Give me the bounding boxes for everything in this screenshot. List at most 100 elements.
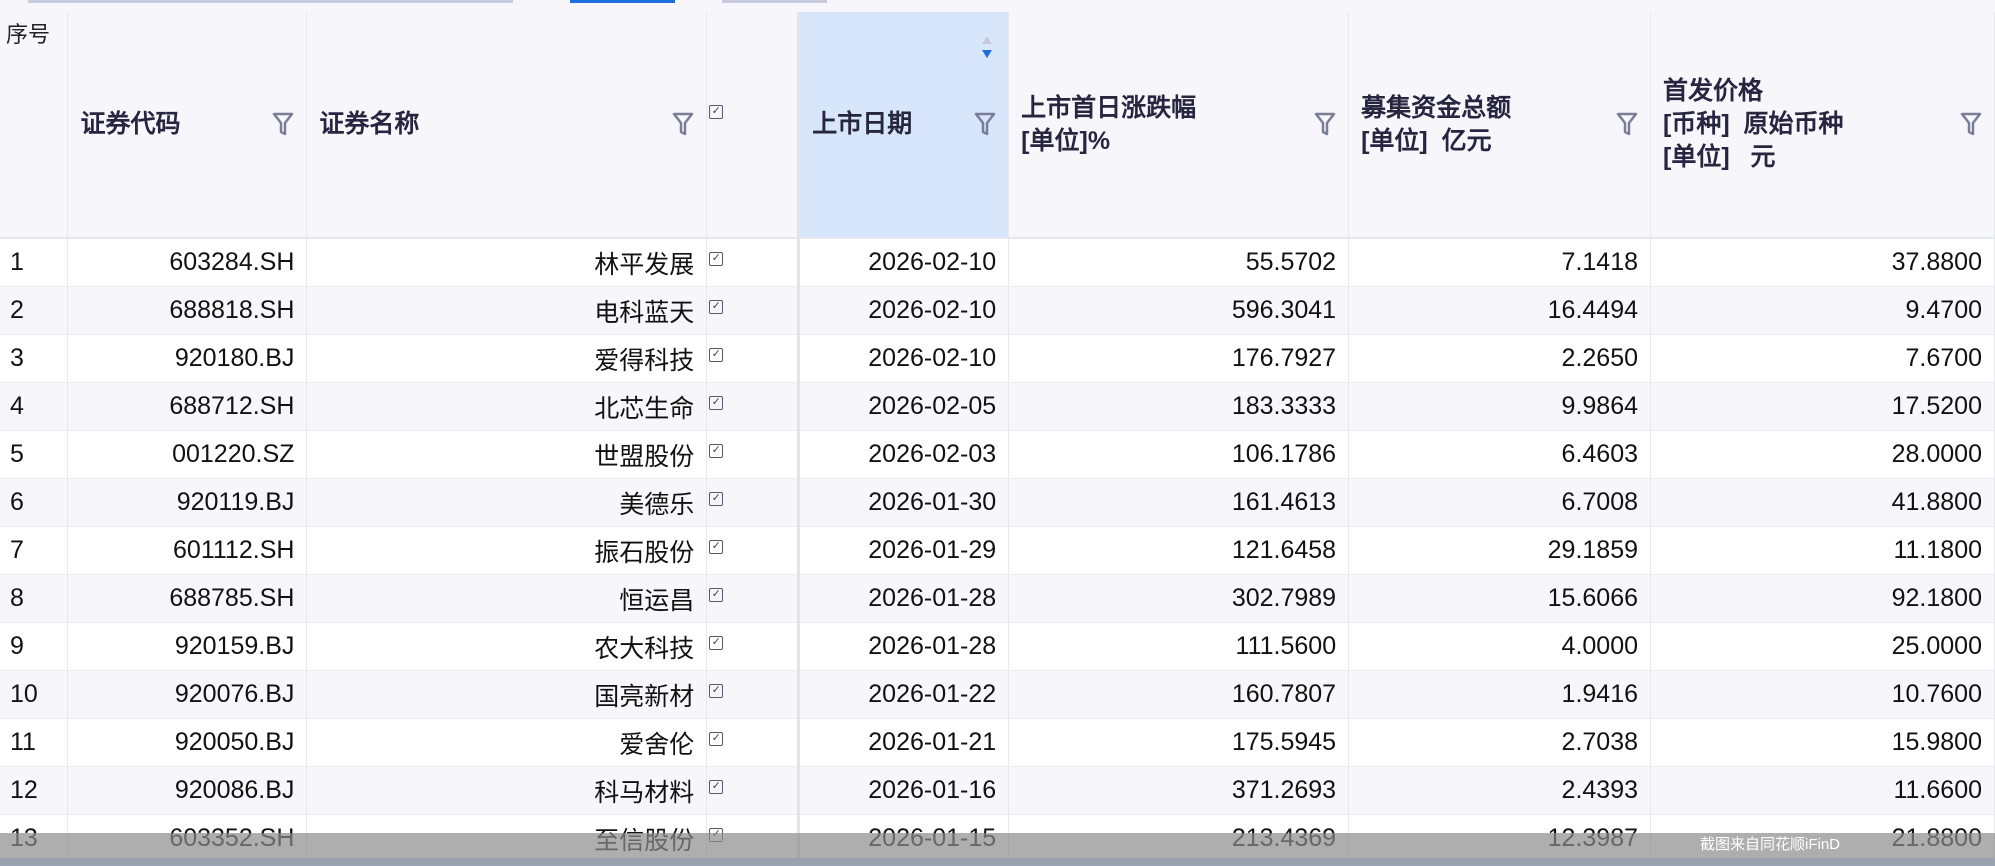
cell-first-day-change: 176.7927 — [1008, 334, 1350, 383]
checkbox-icon[interactable]: ✓ — [709, 300, 724, 314]
header-select[interactable]: ✓ — [706, 12, 800, 239]
table-row[interactable]: 5 001220.SZ 世盟股份 ✓ 2026-02-03 106.1786 6.4603 2… — [0, 430, 1995, 479]
cell-select[interactable]: ✓ — [706, 574, 800, 623]
cell-raised-funds: 1.9416 — [1348, 670, 1652, 719]
table-row[interactable]: 10 920076.BJ 国亮新材 ✓ 2026-01-22 160.7807 1.9416… — [0, 670, 1995, 719]
table-row[interactable]: 6 920119.BJ 美德乐 ✓ 2026-01-30 161.4613 6.7008 41… — [0, 478, 1995, 527]
cell-select[interactable]: ✓ — [706, 526, 800, 575]
checkbox-icon[interactable]: ✓ — [709, 636, 724, 650]
toolbar-tab[interactable] — [28, 0, 513, 3]
cell-select[interactable]: ✓ — [706, 382, 800, 431]
cell-select[interactable]: ✓ — [706, 430, 800, 479]
cell-code: 601112.SH — [67, 526, 308, 575]
checkbox-icon[interactable]: ✓ — [709, 540, 724, 554]
cell-ipo-price: 7.6700 — [1650, 334, 1995, 383]
cell-date: 2026-02-05 — [797, 382, 1010, 431]
cell-select[interactable]: ✓ — [706, 478, 800, 527]
sort-descending-icon[interactable] — [980, 34, 994, 62]
cell-index: 10 — [0, 670, 69, 719]
checkbox-icon[interactable]: ✓ — [709, 252, 724, 266]
cell-select[interactable]: ✓ — [706, 286, 800, 335]
checkbox-icon[interactable]: ✓ — [709, 684, 724, 698]
cell-first-day-change: 175.5945 — [1008, 718, 1350, 767]
cell-date: 2026-02-10 — [797, 334, 1010, 383]
cell-first-day-change: 183.3333 — [1008, 382, 1350, 431]
cell-raised-funds: 2.4393 — [1348, 766, 1652, 815]
cell-select[interactable]: ✓ — [706, 622, 800, 671]
cell-first-day-change: 302.7989 — [1008, 574, 1350, 623]
cell-date: 2026-01-30 — [797, 478, 1010, 527]
cell-ipo-price: 41.8800 — [1650, 478, 1995, 527]
cell-select[interactable]: ✓ — [706, 670, 800, 719]
cell-name: 电科蓝天 — [306, 286, 708, 335]
filter-icon[interactable] — [272, 111, 294, 137]
cell-select[interactable]: ✓ — [706, 334, 800, 383]
cell-raised-funds: 6.4603 — [1348, 430, 1652, 479]
filter-icon[interactable] — [1314, 111, 1336, 137]
cell-code: 001220.SZ — [67, 430, 308, 479]
cell-select[interactable]: ✓ — [706, 766, 800, 815]
checkbox-icon[interactable]: ✓ — [709, 780, 724, 794]
cell-first-day-change: 111.5600 — [1008, 622, 1350, 671]
cell-raised-funds: 6.7008 — [1348, 478, 1652, 527]
cell-select[interactable]: ✓ — [706, 238, 800, 287]
checkbox-icon[interactable]: ✓ — [709, 444, 724, 458]
cell-ipo-price: 92.1800 — [1650, 574, 1995, 623]
cell-first-day-change: 106.1786 — [1008, 430, 1350, 479]
header-ipo-price[interactable]: 首发价格 [币种] 原始币种 [单位] 元 — [1650, 12, 1995, 239]
cell-index: 7 — [0, 526, 69, 575]
checkbox-icon[interactable]: ✓ — [709, 104, 724, 119]
table-row[interactable]: 1 603284.SH 林平发展 ✓ 2026-02-10 55.5702 7.1418 37… — [0, 238, 1995, 287]
filter-icon[interactable] — [672, 111, 694, 137]
table-row[interactable]: 12 920086.BJ 科马材料 ✓ 2026-01-16 371.2693 2.4393… — [0, 766, 1995, 815]
cell-select[interactable]: ✓ — [706, 718, 800, 767]
cell-first-day-change: 121.6458 — [1008, 526, 1350, 575]
ipo-table: 序号 证券代码 证券名称 ✓ 上市日期 上市首日涨跌幅 [单位]% 募集资金总额… — [0, 12, 1995, 863]
table-row[interactable]: 7 601112.SH 振石股份 ✓ 2026-01-29 121.6458 29.1859… — [0, 526, 1995, 575]
cell-date: 2026-01-21 — [797, 718, 1010, 767]
header-date[interactable]: 上市日期 — [797, 12, 1010, 239]
table-row[interactable]: 2 688818.SH 电科蓝天 ✓ 2026-02-10 596.3041 16.4494… — [0, 286, 1995, 335]
checkbox-icon[interactable]: ✓ — [709, 588, 724, 602]
cell-first-day-change: 371.2693 — [1008, 766, 1350, 815]
cell-raised-funds: 15.6066 — [1348, 574, 1652, 623]
cell-date: 2026-01-22 — [797, 670, 1010, 719]
table-row[interactable]: 8 688785.SH 恒运昌 ✓ 2026-01-28 302.7989 15.6066 9… — [0, 574, 1995, 623]
checkbox-icon[interactable]: ✓ — [709, 732, 724, 746]
cell-code: 920076.BJ — [67, 670, 308, 719]
table-row[interactable]: 9 920159.BJ 农大科技 ✓ 2026-01-28 111.5600 4.0000 2… — [0, 622, 1995, 671]
cell-name: 恒运昌 — [306, 574, 708, 623]
cell-date: 2026-02-10 — [797, 238, 1010, 287]
cell-name: 北芯生命 — [306, 382, 708, 431]
filter-icon[interactable] — [974, 111, 996, 137]
bottom-strip — [0, 858, 1995, 866]
cell-ipo-price: 25.0000 — [1650, 622, 1995, 671]
checkbox-icon[interactable]: ✓ — [709, 348, 724, 362]
cell-code: 603284.SH — [67, 238, 308, 287]
cell-ipo-price: 11.1800 — [1650, 526, 1995, 575]
cell-ipo-price: 17.5200 — [1650, 382, 1995, 431]
table-row[interactable]: 11 920050.BJ 爱舍伦 ✓ 2026-01-21 175.5945 2.7038 1… — [0, 718, 1995, 767]
header-name[interactable]: 证券名称 — [306, 12, 708, 239]
cell-first-day-change: 161.4613 — [1008, 478, 1350, 527]
cell-code: 688712.SH — [67, 382, 308, 431]
header-first-day-change[interactable]: 上市首日涨跌幅 [单位]% — [1008, 12, 1350, 239]
header-code[interactable]: 证券代码 — [67, 12, 308, 239]
cell-index: 2 — [0, 286, 69, 335]
toolbar-tab[interactable] — [722, 0, 827, 3]
checkbox-icon[interactable]: ✓ — [709, 492, 724, 506]
cell-raised-funds: 16.4494 — [1348, 286, 1652, 335]
checkbox-icon[interactable]: ✓ — [709, 396, 724, 410]
cell-first-day-change: 160.7807 — [1008, 670, 1350, 719]
header-raised-funds[interactable]: 募集资金总额 [单位] 亿元 — [1348, 12, 1652, 239]
cell-code: 920180.BJ — [67, 334, 308, 383]
toolbar-tab-active[interactable] — [570, 0, 675, 3]
filter-icon[interactable] — [1960, 111, 1982, 137]
table-row[interactable]: 4 688712.SH 北芯生命 ✓ 2026-02-05 183.3333 9.9864 1… — [0, 382, 1995, 431]
cell-raised-funds: 2.2650 — [1348, 334, 1652, 383]
cell-index: 5 — [0, 430, 69, 479]
table-row[interactable]: 3 920180.BJ 爱得科技 ✓ 2026-02-10 176.7927 2.2650 7… — [0, 334, 1995, 383]
cell-ipo-price: 37.8800 — [1650, 238, 1995, 287]
filter-icon[interactable] — [1616, 111, 1638, 137]
screenshot-overlay-bar — [0, 833, 1995, 866]
